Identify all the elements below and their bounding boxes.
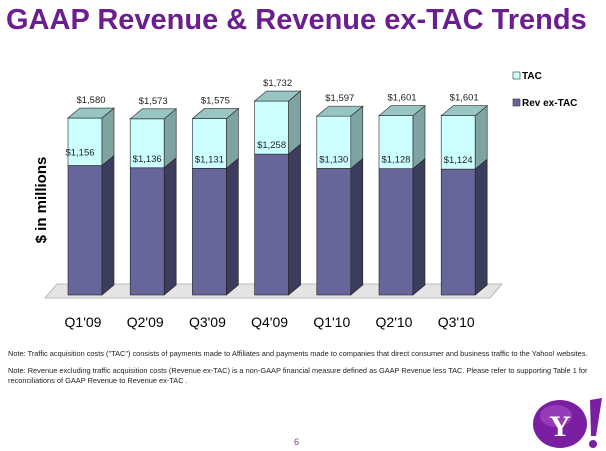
- x-tick-label: Q2'10: [376, 314, 413, 330]
- bar-tac-side: [474, 105, 488, 170]
- legend-label-rev-ex-tac: Rev ex-TAC: [522, 98, 577, 109]
- bar-tac-top: [440, 105, 489, 116]
- bar-tac-top: [253, 90, 302, 102]
- total-label: $1,601: [387, 93, 416, 104]
- bar-rev-ex-tac-side: [474, 158, 488, 296]
- bar-tac: [316, 115, 352, 169]
- bar-tac: [440, 115, 476, 170]
- rev-ex-tac-label: $1,131: [195, 154, 224, 165]
- legend-swatch-rev-ex-tac: [512, 98, 521, 107]
- legend-label-tac: TAC: [522, 71, 542, 82]
- x-tick-label: Q3'10: [438, 314, 475, 330]
- legend-swatch-tac: [512, 71, 521, 80]
- bar-rev-ex-tac-side: [350, 157, 364, 296]
- page-number: 6: [294, 437, 300, 447]
- bar-rev-ex-tac-side: [288, 143, 301, 296]
- bar-rev-ex-tac-side: [163, 157, 177, 296]
- bar-rev-ex-tac: [67, 165, 103, 296]
- y-axis-label: $ in millions: [33, 157, 50, 244]
- total-label: $1,575: [201, 96, 230, 107]
- bar-rev-ex-tac: [192, 168, 227, 296]
- bar-tac-top: [378, 105, 426, 116]
- x-tick-label: Q2'09: [127, 314, 164, 330]
- bar-tac-top: [315, 105, 364, 117]
- total-label: $1,732: [263, 78, 292, 89]
- x-tick-label: Q1'10: [313, 314, 350, 330]
- rev-ex-tac-label: $1,124: [444, 155, 473, 166]
- total-label: $1,597: [325, 93, 354, 104]
- x-tick-label: Q1'09: [65, 314, 102, 330]
- bar-rev-ex-tac: [316, 168, 352, 296]
- bar-tac: [67, 117, 103, 166]
- bar-rev-ex-tac-side: [412, 158, 426, 296]
- stacked-bar-chart: $ in millions $1,580 $1,156 Q1'09 $1,573 $1,…: [33, 71, 577, 330]
- bar-tac-top: [67, 107, 115, 119]
- svg-text:Y: Y: [549, 410, 571, 443]
- bar-tac-top: [191, 108, 240, 119]
- bar-rev-ex-tac-side: [101, 154, 115, 296]
- bar-tac-side: [350, 105, 364, 170]
- bar-tac-side: [226, 107, 239, 169]
- note-rev-ex-tac: Note: Revenue excluding traffic acquisit…: [8, 366, 588, 385]
- rev-ex-tac-label: $1,128: [381, 155, 410, 166]
- x-tick-label: Q4'09: [251, 314, 288, 330]
- total-label: $1,601: [450, 93, 479, 104]
- x-tick-label: Q3'09: [189, 314, 226, 330]
- bar-tac: [254, 100, 289, 155]
- legend: TAC Rev ex-TAC: [512, 71, 577, 109]
- note-tac: Note: Traffic acquisition costs ("TAC") …: [8, 349, 588, 358]
- bar-rev-ex-tac: [129, 167, 165, 296]
- bar-tac-side: [412, 105, 426, 170]
- bar-tac-top: [129, 108, 178, 120]
- bar-tac-side: [288, 90, 301, 155]
- rev-ex-tac-label: $1,258: [257, 140, 286, 151]
- total-label: $1,580: [76, 95, 105, 106]
- bar-rev-ex-tac-side: [226, 157, 239, 296]
- total-label: $1,573: [139, 96, 168, 107]
- bar-rev-ex-tac: [254, 153, 289, 296]
- bar-tac: [129, 118, 165, 169]
- bar-rev-ex-tac: [440, 168, 476, 296]
- rev-ex-tac-label: $1,136: [133, 154, 162, 165]
- rev-ex-tac-label: $1,130: [319, 154, 348, 165]
- rev-ex-tac-label: $1,156: [65, 148, 94, 159]
- bar-rev-ex-tac: [378, 168, 414, 296]
- page-title: GAAP Revenue & Revenue ex-TAC Trends: [6, 4, 587, 36]
- yahoo-logo: Y: [533, 398, 602, 448]
